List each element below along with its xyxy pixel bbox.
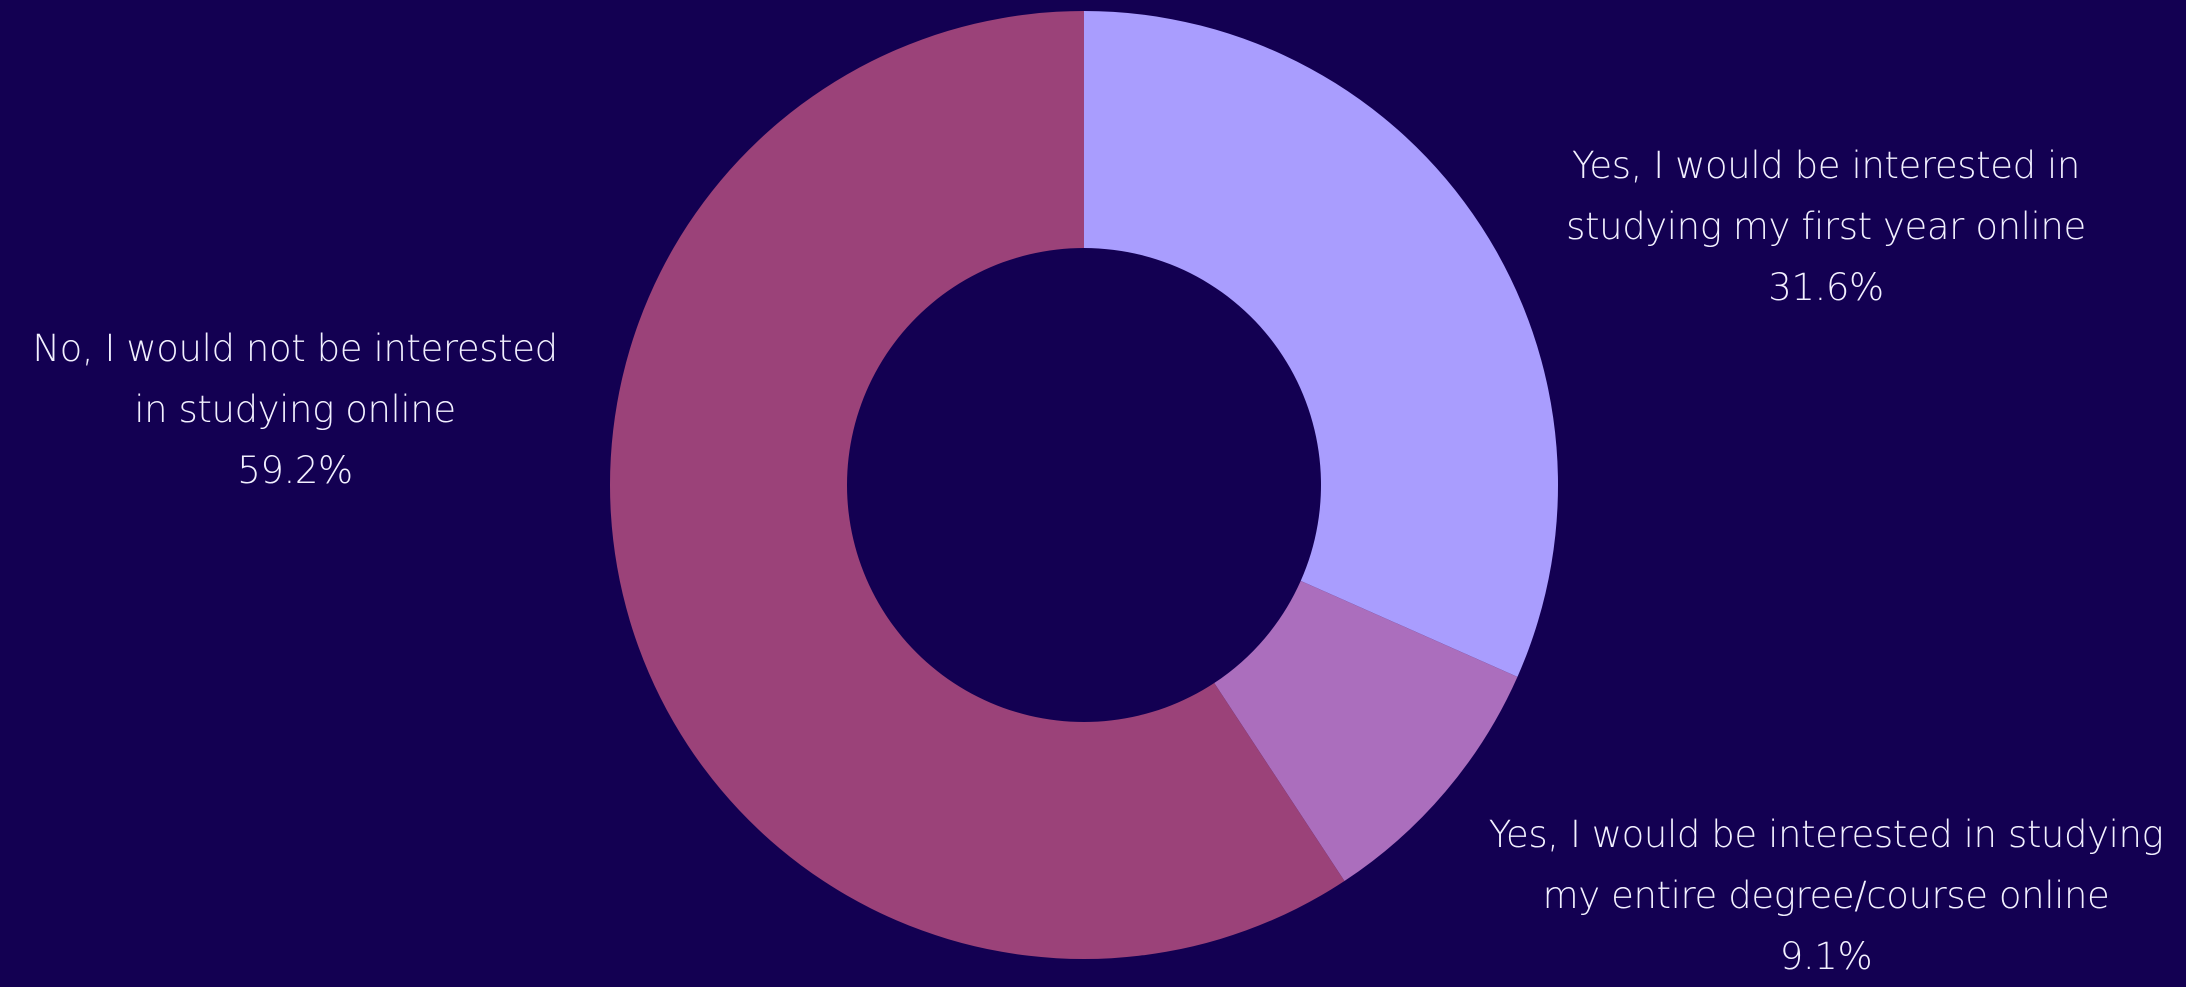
slice-no-not-interested [609,11,1345,959]
label-yes-entire-degree-value: 9.1% [1779,935,1873,978]
label-yes-first-year-line-1: Yes, I would be interested in [1572,144,2080,187]
label-no-not-interested-value: 59.2% [237,449,353,492]
label-no-not-interested: No, I would not be interested in studyin… [32,318,558,501]
label-yes-first-year-line-2: studying my first year online [1566,205,2086,248]
slice-yes-first-year [1084,11,1558,677]
label-no-not-interested-line-1: No, I would not be interested [32,327,558,370]
label-yes-first-year: Yes, I would be interested in studying m… [1566,135,2086,318]
label-no-not-interested-line-2: in studying online [134,388,456,431]
label-yes-entire-degree: Yes, I would be interested in studying m… [1489,804,2164,987]
label-yes-first-year-value: 31.6% [1768,266,1884,309]
slice-yes-entire-degree [1214,580,1518,882]
label-yes-entire-degree-line-1: Yes, I would be interested in studying [1488,813,2164,856]
label-yes-entire-degree-line-2: my entire degree/course online [1542,874,2110,917]
